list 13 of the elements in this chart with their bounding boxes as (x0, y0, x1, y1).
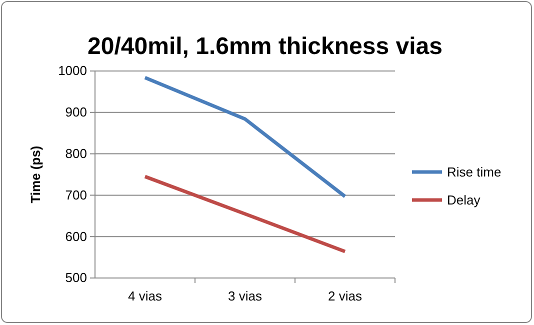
x-tick-label: 4 vias (128, 288, 162, 304)
chart-title: 20/40mil, 1.6mm thickness vias (88, 33, 442, 60)
y-tick-label: 800 (65, 146, 87, 161)
y-tick-label: 1000 (58, 63, 87, 78)
y-tick-label: 500 (65, 270, 87, 286)
x-tick-label: 3 vias (228, 288, 262, 304)
y-tick-label: 700 (65, 187, 87, 202)
legend-label: Delay (447, 192, 481, 208)
x-tick-label: 2 vias (328, 288, 362, 304)
y-tick-label: 900 (65, 104, 87, 120)
legend-label: Rise time (447, 164, 502, 180)
y-axis-title: Time (ps) (28, 146, 43, 204)
y-tick-label: 600 (65, 228, 87, 244)
